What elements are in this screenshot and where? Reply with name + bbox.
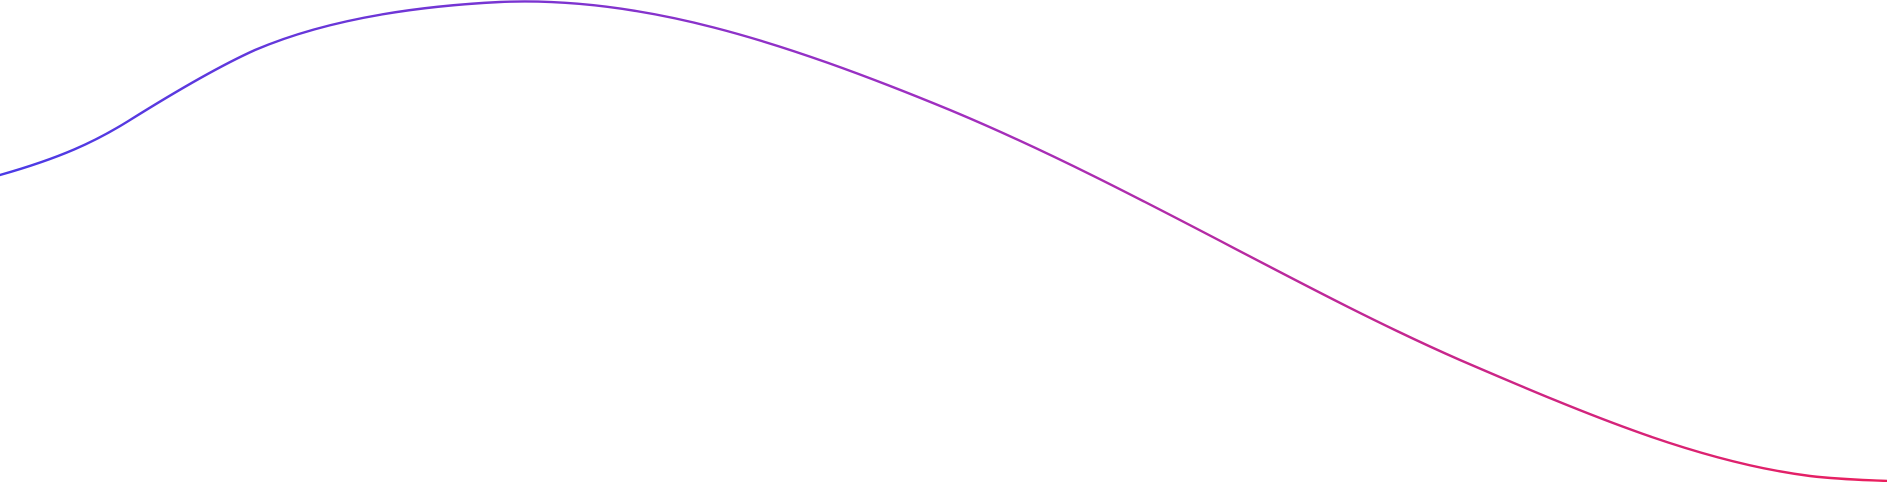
wave-canvas <box>0 0 1887 482</box>
wave-svg <box>0 0 1887 482</box>
wave-line <box>0 0 1887 482</box>
